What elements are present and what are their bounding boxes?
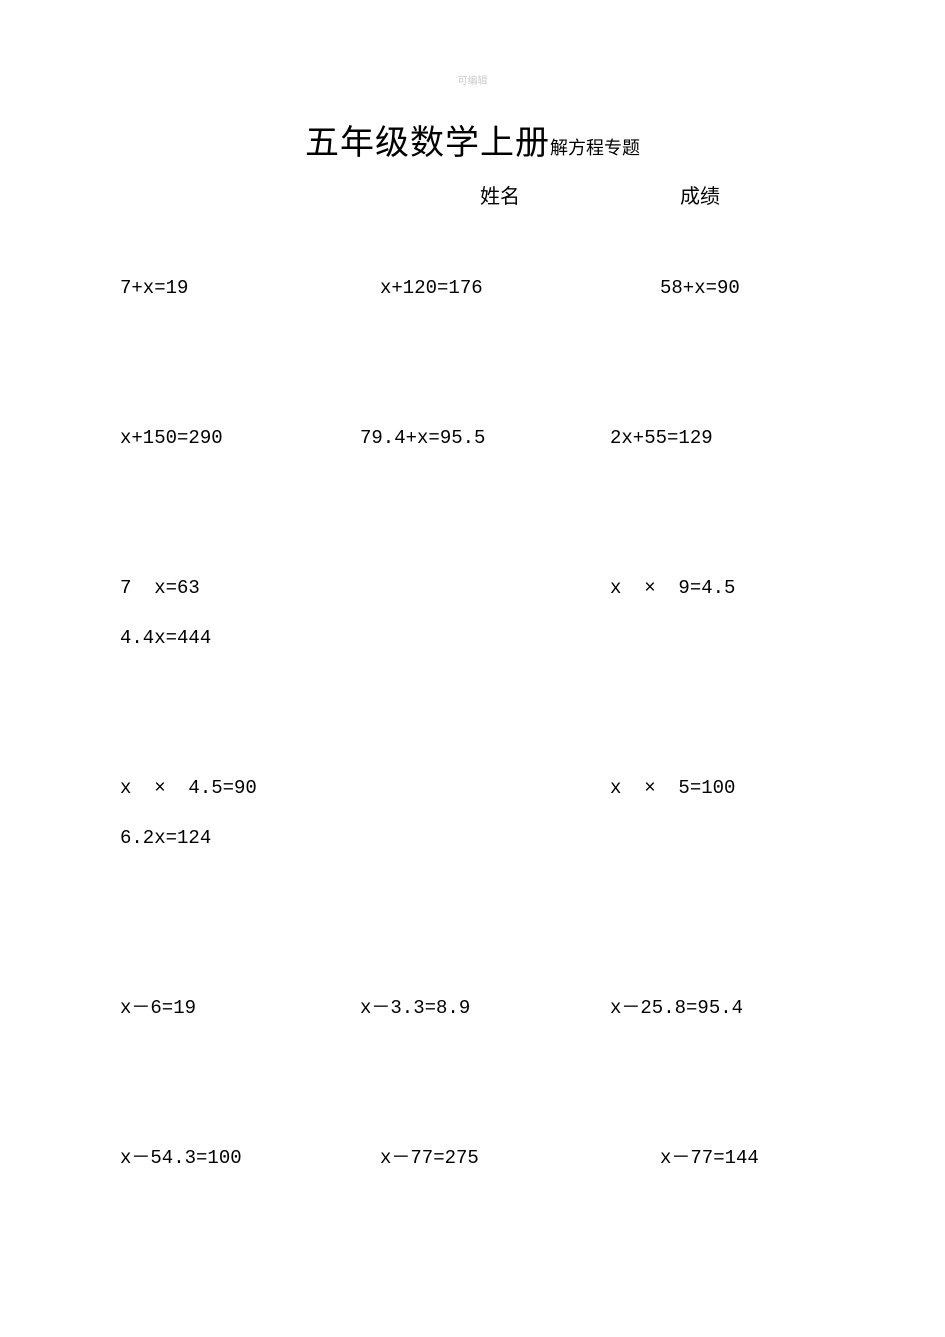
name-label: 姓名 bbox=[480, 180, 520, 209]
equation-cell: x+150=290 bbox=[120, 425, 223, 452]
equation-cell: x × 5=100 bbox=[610, 775, 735, 802]
equation-cell: x－6=19 bbox=[120, 995, 196, 1022]
title-main: 五年级数学上册 bbox=[305, 125, 550, 162]
equation-cell: x－25.8=95.4 bbox=[610, 995, 743, 1022]
equation-cell: x × 4.5=90 bbox=[120, 775, 257, 802]
equation-cell: 7+x=19 bbox=[120, 275, 188, 302]
watermark-text: 可编辑 bbox=[458, 72, 488, 87]
equation-cell: x－54.3=100 bbox=[120, 1145, 242, 1172]
equation-cell: 4.4x=444 bbox=[120, 625, 211, 652]
equation-cell: 2x+55=129 bbox=[610, 425, 713, 452]
equation-cell: 58+x=90 bbox=[660, 275, 740, 302]
equation-cell: x－77=144 bbox=[660, 1145, 759, 1172]
equation-cell: x－77=275 bbox=[380, 1145, 479, 1172]
equation-cell: 6.2x=124 bbox=[120, 825, 211, 852]
equation-cell: x－3.3=8.9 bbox=[360, 995, 470, 1022]
equation-cell: 79.4+x=95.5 bbox=[360, 425, 485, 452]
equation-cell: x × 9=4.5 bbox=[610, 575, 735, 602]
title-sub: 解方程专题 bbox=[550, 138, 640, 158]
grade-label: 成绩 bbox=[680, 180, 720, 209]
equation-cell: 7 x=63 bbox=[120, 575, 200, 602]
equation-cell: x+120=176 bbox=[380, 275, 483, 302]
